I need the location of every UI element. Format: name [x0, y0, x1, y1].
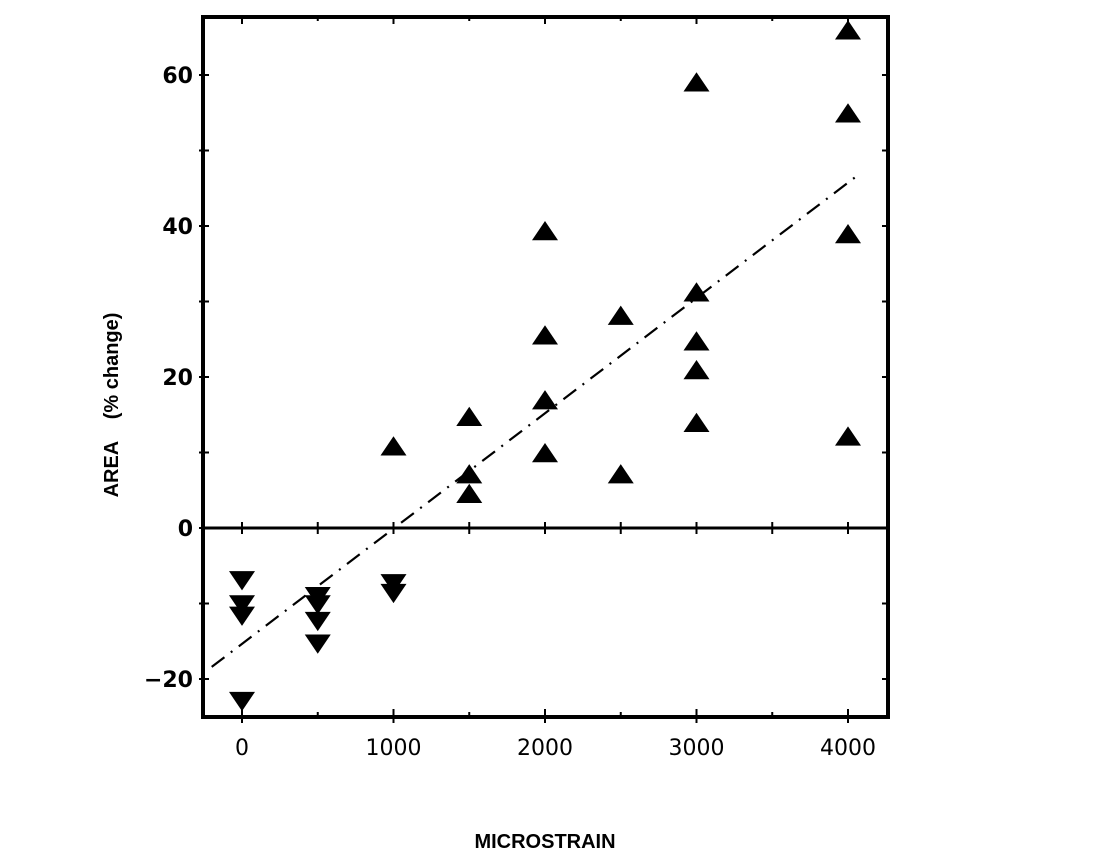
triangle-up-marker: [607, 305, 634, 325]
triangle-up-marker: [456, 406, 483, 427]
triangle-up-marker: [683, 359, 710, 380]
triangle-up-marker: [835, 20, 861, 40]
triangle-up-marker: [607, 464, 634, 484]
triangle-down-marker: [380, 574, 407, 594]
triangle-down-marker: [304, 634, 331, 654]
y-axis-title: AREA (% change): [101, 313, 123, 498]
data-points: [229, 20, 861, 712]
triangle-up-marker: [683, 72, 710, 92]
triangle-up-marker: [683, 282, 710, 302]
x-axis-ticks: 0 1000 2000 3000 4000: [235, 17, 876, 761]
x-axis-title: MICROSTRAIN: [474, 831, 615, 853]
x-tick-label: 1000: [366, 736, 422, 761]
triangle-down-marker: [229, 595, 255, 615]
triangle-up-marker: [835, 103, 861, 123]
y-tick-label: −20: [144, 668, 193, 693]
triangle-up-marker: [683, 331, 710, 351]
triangle-down-marker: [229, 571, 255, 591]
regression-dashed-line: [211, 176, 857, 668]
y-tick-label: 20: [162, 366, 193, 391]
triangle-up-marker: [532, 390, 558, 410]
triangle-down-marker: [304, 595, 331, 615]
y-tick-label: 0: [178, 517, 193, 542]
triangle-up-marker: [835, 224, 861, 244]
triangle-down-marker: [304, 611, 331, 632]
triangle-up-marker: [532, 325, 558, 345]
triangle-up-marker: [532, 443, 558, 463]
triangle-down-marker: [229, 691, 255, 712]
triangle-up-marker: [456, 464, 483, 484]
x-tick-label: 3000: [669, 736, 725, 761]
triangle-up-marker: [532, 221, 558, 241]
triangle-down-marker: [380, 583, 407, 604]
triangle-up-marker: [456, 483, 483, 504]
x-tick-label: 4000: [820, 736, 876, 761]
y-axis-ticks: −20 0 20 40 60: [144, 64, 888, 693]
regression-line: [211, 176, 857, 668]
y-tick-label: 60: [162, 64, 193, 89]
x-tick-label: 0: [235, 736, 249, 761]
triangle-up-marker: [380, 436, 407, 456]
triangle-up-marker: [683, 412, 710, 433]
triangle-up-marker: [835, 426, 861, 446]
y-tick-label: 40: [162, 215, 193, 240]
triangle-down-marker: [229, 606, 255, 626]
x-tick-label: 2000: [517, 736, 573, 761]
